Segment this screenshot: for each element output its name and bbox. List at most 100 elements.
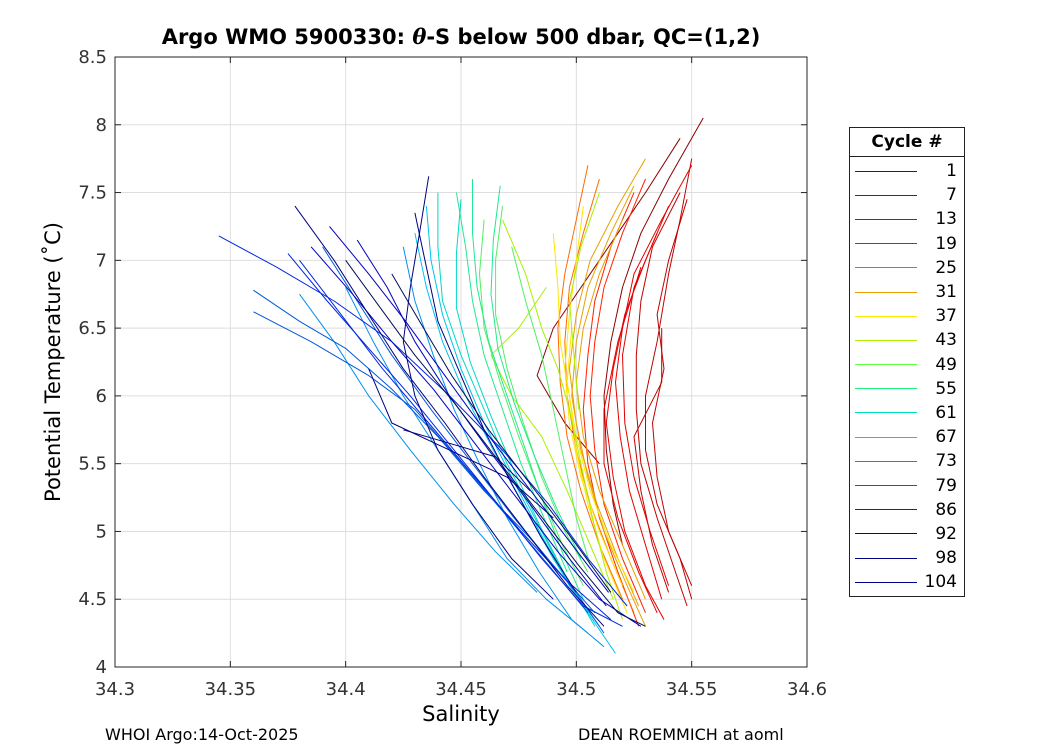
profile-line [299,259,612,620]
legend-item: 7 [850,183,964,207]
profile-line [536,138,681,465]
legend-label: 55 [935,378,957,399]
profile-line [511,246,591,566]
legend-swatch [855,412,917,414]
profile-line [402,176,554,600]
profile-line [391,273,612,593]
legend: Cycle # 1 7 13 19 25 31 37 43 49 55 61 67 73 79 86 92 98… [849,127,965,598]
profile-line [568,192,600,410]
legend-label: 79 [935,475,957,496]
legend-swatch [855,388,917,390]
legend-item: 1 [850,159,964,183]
legend-item: 86 [850,498,964,522]
footer-source: WHOI Argo:14-Oct-2025 [105,725,299,744]
profile-line [329,226,609,593]
legend-swatch [855,364,917,366]
legend-item: 19 [850,232,964,256]
profile-line [582,192,640,627]
profile-line [605,205,670,620]
legend-label: 1 [946,161,957,182]
legend-label: 19 [935,233,957,254]
profile-line [502,219,623,620]
profile-line [455,192,568,573]
legend-swatch [855,460,917,462]
legend-label: 49 [935,354,957,375]
legend-item: 13 [850,207,964,231]
profile-line [552,233,628,613]
legend-swatch [855,485,917,487]
legend-label: 31 [935,282,957,303]
legend-swatch [855,557,917,559]
profile-line [414,212,577,593]
x-tick-label: 34.5 [556,679,596,700]
legend-swatch [855,218,917,220]
profile-line [568,158,646,627]
y-tick-label: 5.5 [78,454,107,475]
legend-item: 92 [850,522,964,546]
profile-line [490,287,614,600]
profile-line [322,246,596,614]
legend-swatch [855,291,917,293]
y-tick-label: 4.5 [78,589,107,610]
legend-items: 1 7 13 19 25 31 37 43 49 55 61 67 73 79 86 92 98 104 [850,157,964,596]
legend-label: 67 [935,427,957,448]
y-tick-label: 6.5 [78,318,107,339]
chart-title: Argo WMO 5900330: θ-S below 500 dbar, QC… [161,24,761,49]
x-tick-label: 34.6 [787,679,827,700]
y-tick-label: 4 [96,657,107,678]
legend-label: 73 [935,451,957,472]
legend-item: 31 [850,280,964,304]
footer-attribution: DEAN ROEMMICH at aoml [578,725,784,744]
x-tick-label: 34.35 [205,679,257,700]
profile-line [490,185,582,559]
legend-item: 98 [850,546,964,570]
profile-line [615,165,693,600]
x-tick-label: 34.45 [435,679,487,700]
profile-line [495,206,589,573]
profile-line [472,179,584,600]
profile-line [287,253,623,627]
legend-label: 98 [935,548,957,569]
legend-title: Cycle # [850,128,964,157]
y-tick-label: 7.5 [78,183,107,204]
profile-line [479,219,584,586]
x-tick-label: 34.55 [666,679,718,700]
x-tick-label: 34.4 [326,679,366,700]
legend-label: 25 [935,257,957,278]
legend-swatch [855,533,917,535]
profile-line [571,185,640,607]
x-tick-label: 34.3 [95,679,135,700]
profile-line [437,192,589,614]
legend-swatch [855,170,917,172]
profile-line [253,311,589,614]
legend-swatch [855,315,917,317]
legend-item: 55 [850,377,964,401]
data-curves [218,117,704,654]
x-axis-label: Salinity [422,702,500,726]
profile-line [557,165,623,600]
legend-swatch [855,436,917,438]
profile-line [575,219,646,600]
legend-swatch [855,243,917,245]
legend-label: 104 [924,572,957,593]
legend-swatch [855,339,917,341]
profile-line [564,206,623,586]
legend-swatch [855,581,917,583]
legend-label: 7 [946,185,957,206]
profile-line [603,266,658,614]
legend-item: 104 [850,570,964,594]
legend-label: 92 [935,523,957,544]
legend-item: 25 [850,256,964,280]
profile-line [455,199,596,627]
profile-line [603,117,704,546]
legend-item: 43 [850,328,964,352]
profile-line [589,178,646,613]
legend-swatch [855,194,917,196]
profile-line [635,192,688,607]
legend-item: 61 [850,401,964,425]
y-tick-label: 7 [96,250,107,271]
legend-item: 37 [850,304,964,328]
profile-line [345,260,646,627]
legend-label: 43 [935,330,957,351]
